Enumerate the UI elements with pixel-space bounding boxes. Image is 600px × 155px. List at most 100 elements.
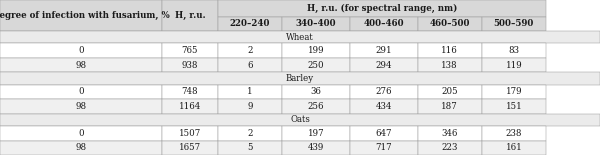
Text: 83: 83 [508, 46, 520, 55]
Bar [350, 141, 418, 155]
Text: 199: 199 [308, 46, 324, 55]
Bar [218, 85, 282, 99]
Bar [482, 99, 546, 114]
Bar [350, 85, 418, 99]
Text: 291: 291 [376, 46, 392, 55]
Text: 161: 161 [506, 143, 522, 152]
Bar [418, 126, 482, 141]
Text: 400–460: 400–460 [364, 19, 404, 28]
Bar [162, 99, 218, 114]
Bar [350, 17, 418, 31]
Text: 98: 98 [76, 102, 86, 111]
Text: 197: 197 [308, 129, 324, 138]
Text: 9: 9 [247, 102, 253, 111]
Text: 2: 2 [247, 129, 253, 138]
Text: Barley: Barley [286, 74, 314, 83]
Text: 116: 116 [442, 46, 458, 55]
Text: 748: 748 [182, 87, 198, 96]
Text: 2: 2 [247, 46, 253, 55]
Bar [0, 43, 162, 58]
Bar [218, 141, 282, 155]
Text: 187: 187 [442, 102, 458, 111]
Text: 460–500: 460–500 [430, 19, 470, 28]
Text: 98: 98 [76, 61, 86, 70]
Bar [482, 141, 546, 155]
Text: 340–400: 340–400 [296, 19, 336, 28]
Text: 938: 938 [182, 61, 198, 70]
Text: 119: 119 [506, 61, 522, 70]
Bar [0, 85, 162, 99]
Bar [0, 126, 162, 141]
Bar [418, 141, 482, 155]
Text: 434: 434 [376, 102, 392, 111]
Bar [0, 141, 162, 155]
Text: 250: 250 [308, 61, 324, 70]
Bar [418, 85, 482, 99]
Text: 1657: 1657 [179, 143, 201, 152]
Text: 238: 238 [506, 129, 522, 138]
Bar [0, 0, 162, 31]
Bar [0, 72, 600, 85]
Text: 0: 0 [78, 129, 84, 138]
Text: Oats: Oats [290, 115, 310, 124]
Text: 647: 647 [376, 129, 392, 138]
Text: 138: 138 [442, 61, 458, 70]
Bar [0, 99, 162, 114]
Bar [162, 58, 218, 72]
Bar [482, 43, 546, 58]
Text: Degree of infection with fusarium, %: Degree of infection with fusarium, % [0, 11, 170, 20]
Text: 179: 179 [506, 87, 522, 96]
Bar [350, 58, 418, 72]
Bar [282, 126, 350, 141]
Text: 500–590: 500–590 [494, 19, 534, 28]
Text: H, r.u.: H, r.u. [175, 11, 205, 20]
Bar [350, 43, 418, 58]
Bar [482, 126, 546, 141]
Bar [218, 17, 282, 31]
Text: 36: 36 [310, 87, 322, 96]
Text: 151: 151 [506, 102, 522, 111]
Bar [282, 141, 350, 155]
Text: 220–240: 220–240 [230, 19, 270, 28]
Text: 717: 717 [376, 143, 392, 152]
Bar [162, 0, 218, 31]
Text: 276: 276 [376, 87, 392, 96]
Text: 0: 0 [78, 46, 84, 55]
Bar [282, 99, 350, 114]
Bar [418, 43, 482, 58]
Bar [282, 85, 350, 99]
Bar [162, 141, 218, 155]
Bar [350, 126, 418, 141]
Text: 256: 256 [308, 102, 324, 111]
Bar [282, 43, 350, 58]
Text: 205: 205 [442, 87, 458, 96]
Bar [0, 58, 162, 72]
Bar [162, 126, 218, 141]
Bar [418, 17, 482, 31]
Bar [218, 58, 282, 72]
Text: Wheat: Wheat [286, 33, 314, 42]
Bar [218, 99, 282, 114]
Text: 1507: 1507 [179, 129, 201, 138]
Bar [218, 0, 546, 17]
Bar [162, 85, 218, 99]
Bar [482, 58, 546, 72]
Text: 294: 294 [376, 61, 392, 70]
Bar [162, 43, 218, 58]
Bar [418, 99, 482, 114]
Text: H, r.u. (for spectral range, nm): H, r.u. (for spectral range, nm) [307, 4, 457, 13]
Bar [418, 58, 482, 72]
Bar [218, 126, 282, 141]
Bar [282, 58, 350, 72]
Bar [282, 17, 350, 31]
Text: 1164: 1164 [179, 102, 201, 111]
Text: 439: 439 [308, 143, 324, 152]
Text: 346: 346 [442, 129, 458, 138]
Bar [482, 85, 546, 99]
Text: 0: 0 [78, 87, 84, 96]
Bar [0, 114, 600, 126]
Bar [350, 99, 418, 114]
Text: 98: 98 [76, 143, 86, 152]
Text: 5: 5 [247, 143, 253, 152]
Bar [218, 43, 282, 58]
